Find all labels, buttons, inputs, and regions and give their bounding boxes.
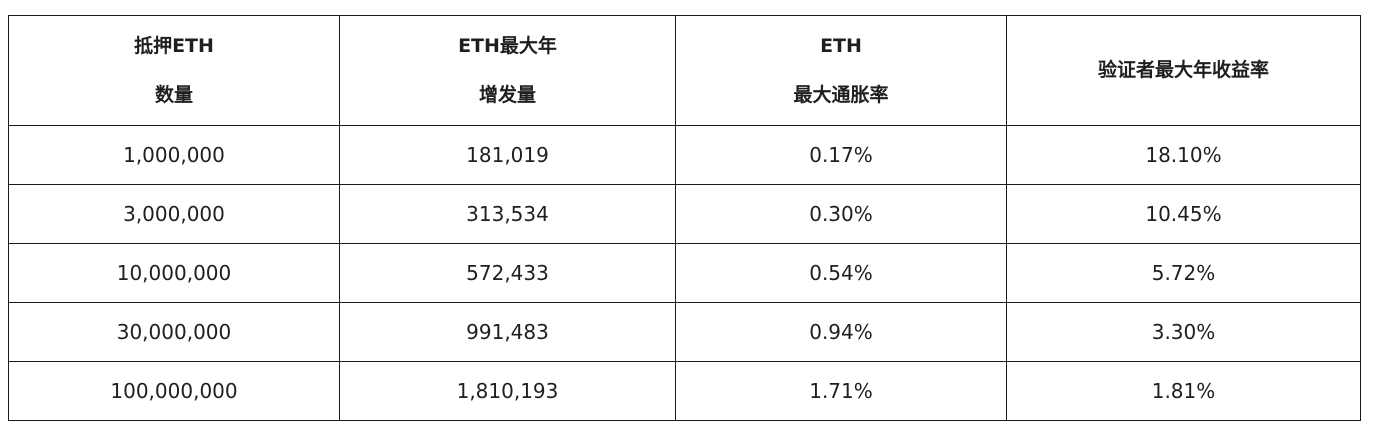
cell-max-annual-issuance: 991,483 — [339, 302, 676, 362]
cell-max-annual-issuance: 1,810,193 — [339, 361, 676, 421]
cell-staked-eth: 100,000,000 — [8, 361, 340, 421]
cell-max-annual-issuance: 313,534 — [339, 184, 676, 244]
header-row: 抵押ETH 数量 ETH最大年 增发量 ETH 最大通胀率 验证者最大年收益率 — [8, 15, 1361, 126]
table-body: 1,000,000 181,019 0.17% 18.10% 3,000,000… — [8, 125, 1361, 421]
header-max-inflation-rate: ETH 最大通胀率 — [675, 15, 1007, 126]
header-staked-eth-line2: 数量 — [154, 83, 193, 106]
header-max-annual-issuance: ETH最大年 增发量 — [339, 15, 676, 126]
cell-staked-eth: 1,000,000 — [8, 125, 340, 185]
header-max-inflation-rate-line2: 最大通胀率 — [793, 83, 889, 106]
header-max-annual-issuance-line2: 增发量 — [478, 83, 536, 106]
cell-max-annual-issuance: 572,433 — [339, 243, 676, 303]
header-max-inflation-rate-line1: ETH — [820, 34, 862, 57]
cell-validator-max-annual-yield: 5.72% — [1006, 243, 1361, 303]
cell-max-inflation-rate: 0.54% — [675, 243, 1007, 303]
table-row: 10,000,000 572,433 0.54% 5.72% — [8, 243, 1361, 303]
header-staked-eth: 抵押ETH 数量 — [8, 15, 340, 126]
cell-validator-max-annual-yield: 1.81% — [1006, 361, 1361, 421]
cell-validator-max-annual-yield: 10.45% — [1006, 184, 1361, 244]
table-row: 30,000,000 991,483 0.94% 3.30% — [8, 302, 1361, 362]
cell-staked-eth: 3,000,000 — [8, 184, 340, 244]
cell-max-annual-issuance: 181,019 — [339, 125, 676, 185]
cell-validator-max-annual-yield: 3.30% — [1006, 302, 1361, 362]
cell-max-inflation-rate: 1.71% — [675, 361, 1007, 421]
eth-staking-table: 抵押ETH 数量 ETH最大年 增发量 ETH 最大通胀率 验证者最大年收益率 … — [8, 15, 1361, 421]
table-row: 1,000,000 181,019 0.17% 18.10% — [8, 125, 1361, 185]
header-validator-max-annual-yield: 验证者最大年收益率 — [1006, 15, 1361, 126]
header-staked-eth-line1: 抵押ETH — [134, 34, 214, 57]
cell-max-inflation-rate: 0.94% — [675, 302, 1007, 362]
cell-validator-max-annual-yield: 18.10% — [1006, 125, 1361, 185]
cell-staked-eth: 30,000,000 — [8, 302, 340, 362]
cell-max-inflation-rate: 0.30% — [675, 184, 1007, 244]
cell-max-inflation-rate: 0.17% — [675, 125, 1007, 185]
table-row: 100,000,000 1,810,193 1.71% 1.81% — [8, 361, 1361, 421]
header-max-annual-issuance-line1: ETH最大年 — [458, 34, 557, 57]
cell-staked-eth: 10,000,000 — [8, 243, 340, 303]
table-header: 抵押ETH 数量 ETH最大年 增发量 ETH 最大通胀率 验证者最大年收益率 — [8, 15, 1361, 126]
table-row: 3,000,000 313,534 0.30% 10.45% — [8, 184, 1361, 244]
header-validator-max-annual-yield-line1: 验证者最大年收益率 — [1097, 59, 1269, 81]
